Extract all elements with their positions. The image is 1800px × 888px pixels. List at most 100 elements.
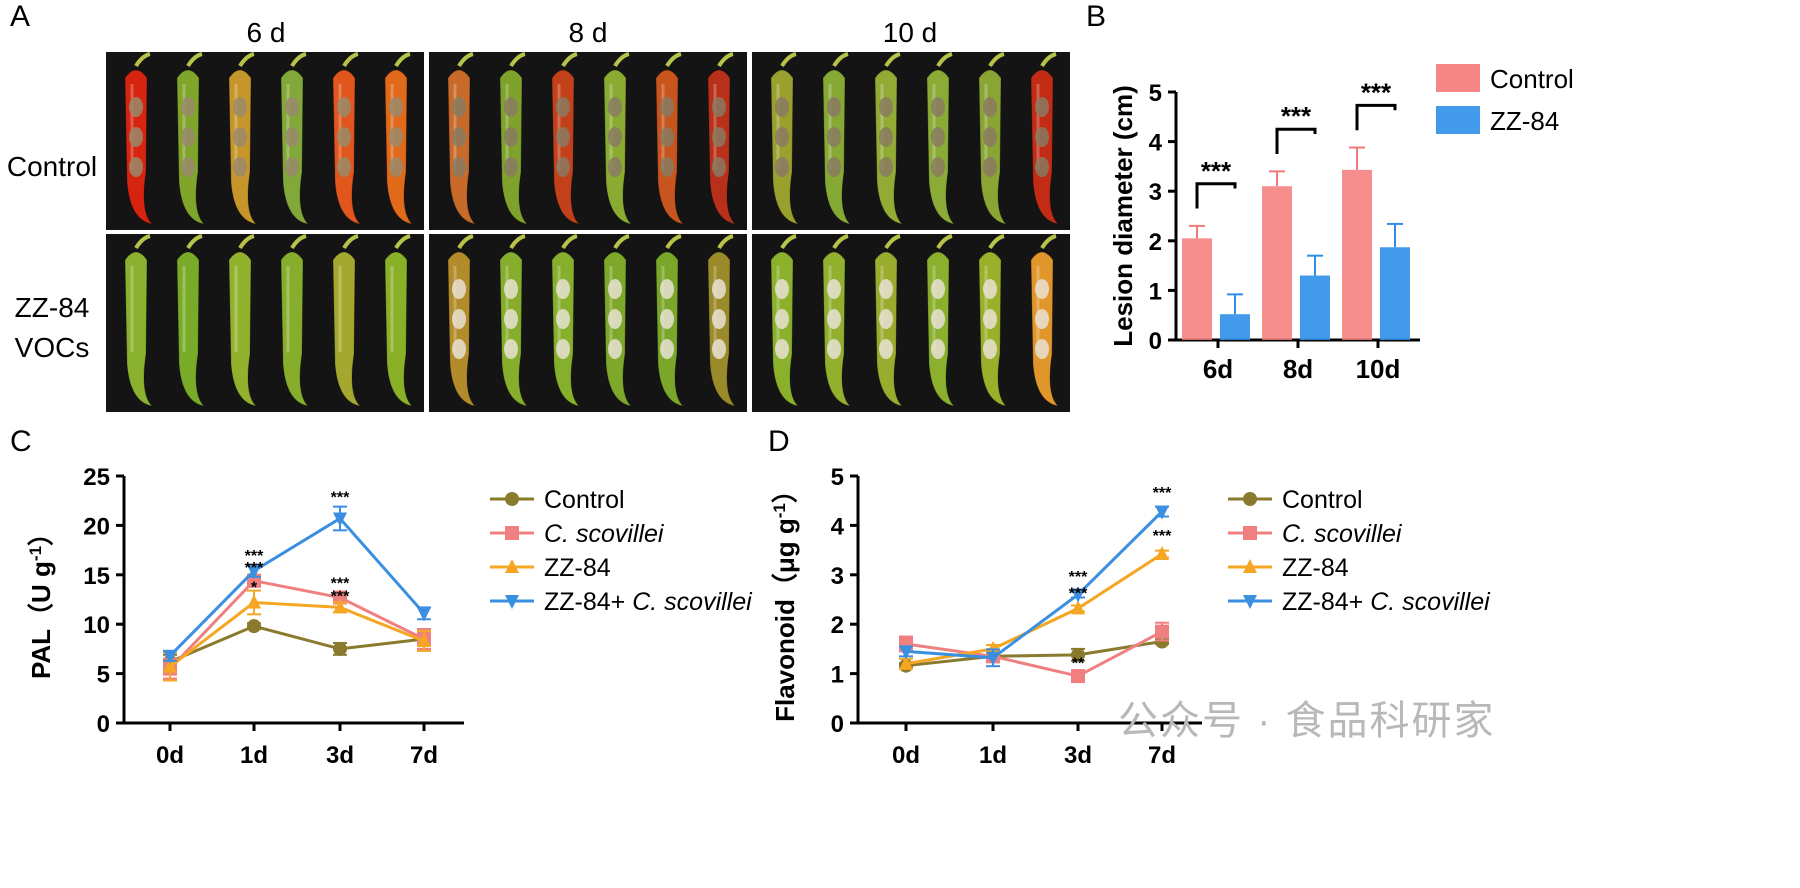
point-marker — [1071, 647, 1085, 662]
pepper-stem — [988, 234, 1005, 250]
lesion-spot — [504, 157, 518, 177]
pepper — [228, 234, 258, 407]
significance-label: *** — [331, 588, 350, 605]
lesion-spot — [285, 157, 299, 177]
pepper — [551, 234, 581, 407]
lesion-spot — [931, 127, 945, 147]
significance-label: *** — [1281, 101, 1312, 131]
pepper-body — [1030, 251, 1060, 407]
lesion-spot — [712, 309, 726, 329]
series-line — [168, 516, 426, 657]
point-marker — [505, 595, 519, 609]
pepper — [874, 52, 904, 225]
pepper-stem — [884, 234, 901, 250]
lesion-spot — [556, 127, 570, 147]
legend-label: C. scovillei — [544, 520, 665, 548]
lesion-spot — [827, 339, 841, 359]
lesion-spot — [660, 97, 674, 117]
lesion-spot — [712, 157, 726, 177]
panel-d-letter: D — [768, 425, 790, 458]
legend-label: ZZ-84+ C. scovillei — [544, 588, 753, 616]
point-marker — [333, 512, 347, 527]
pepper-body — [280, 69, 310, 225]
lesion-spot — [983, 127, 997, 147]
lesion-spot — [504, 309, 518, 329]
photo-vocs-10d — [752, 234, 1070, 412]
pepper — [926, 52, 956, 225]
lesion-spot — [608, 309, 622, 329]
lesion-spot — [1035, 339, 1049, 359]
pepper-stem — [936, 234, 953, 250]
lesion-spot — [827, 127, 841, 147]
y-tick-label: 2 — [1149, 229, 1162, 256]
peppers-vocs-8d — [447, 234, 737, 407]
pepper-stem — [509, 234, 526, 250]
y-tick-label: 5 — [97, 662, 110, 689]
pepper-stem — [832, 52, 849, 68]
lesion-spot — [827, 279, 841, 299]
point-marker — [333, 590, 347, 605]
y-tick-label: 3 — [831, 563, 844, 590]
lesion-spot — [1035, 279, 1049, 299]
y-tick-label: 5 — [1149, 80, 1162, 107]
lesion-spot — [775, 127, 789, 147]
point-marker — [1243, 595, 1257, 609]
pepper-stem — [290, 52, 307, 68]
lesion-spot — [660, 339, 674, 359]
pepper — [603, 234, 633, 407]
pepper — [280, 52, 310, 225]
pepper-stem — [988, 52, 1005, 68]
significance-label: *** — [1153, 528, 1172, 545]
point-marker — [505, 559, 519, 573]
pepper-body — [384, 69, 414, 225]
pepper-body — [384, 251, 414, 407]
point-marker — [1071, 669, 1085, 684]
pepper — [447, 234, 477, 407]
point-marker — [333, 641, 347, 656]
pepper-stem — [186, 234, 203, 250]
pepper-stem — [561, 52, 578, 68]
panel-c-letter: C — [10, 425, 32, 458]
y-tick-label: 25 — [83, 464, 110, 491]
lesion-spot — [504, 127, 518, 147]
lesion-spot — [712, 127, 726, 147]
pepper-body — [228, 251, 258, 407]
y-tick-label: 20 — [83, 513, 110, 540]
legend-swatch-control — [1436, 64, 1480, 92]
y-tick-label: 0 — [831, 711, 844, 738]
photo-control-8d — [429, 52, 747, 230]
lesion-spot — [775, 309, 789, 329]
series-line — [169, 600, 425, 668]
row-label-zz84-vocs: ZZ-84 VOCs — [14, 292, 90, 363]
x-tick-label: 8d — [1283, 354, 1313, 384]
pepper-body — [551, 69, 581, 225]
pepper — [978, 52, 1008, 225]
lesion-spot — [1035, 97, 1049, 117]
point-marker — [1071, 588, 1085, 603]
lesion-spot — [879, 97, 893, 117]
lesion-spot — [931, 339, 945, 359]
lesion-spot — [285, 97, 299, 117]
lesion-spot — [608, 97, 622, 117]
pepper-stem — [134, 234, 151, 250]
pepper — [551, 52, 581, 225]
photo-vocs-6d — [106, 234, 424, 412]
lesion-spot — [931, 157, 945, 177]
lesion-spot — [827, 309, 841, 329]
lesion-spot — [337, 127, 351, 147]
pepper — [176, 52, 206, 225]
pepper-body — [822, 251, 852, 407]
point-marker — [505, 492, 519, 506]
pepper — [332, 52, 362, 225]
significance-label: *** — [1069, 569, 1088, 586]
pepper-body — [655, 69, 685, 225]
pepper-body — [926, 69, 956, 225]
pepper — [822, 52, 852, 225]
point-marker — [505, 526, 519, 540]
lesion-spot — [827, 97, 841, 117]
lesion-spot — [712, 279, 726, 299]
pepper-body — [655, 251, 685, 407]
pepper — [499, 234, 529, 407]
x-tick-label: 1d — [979, 742, 1007, 769]
